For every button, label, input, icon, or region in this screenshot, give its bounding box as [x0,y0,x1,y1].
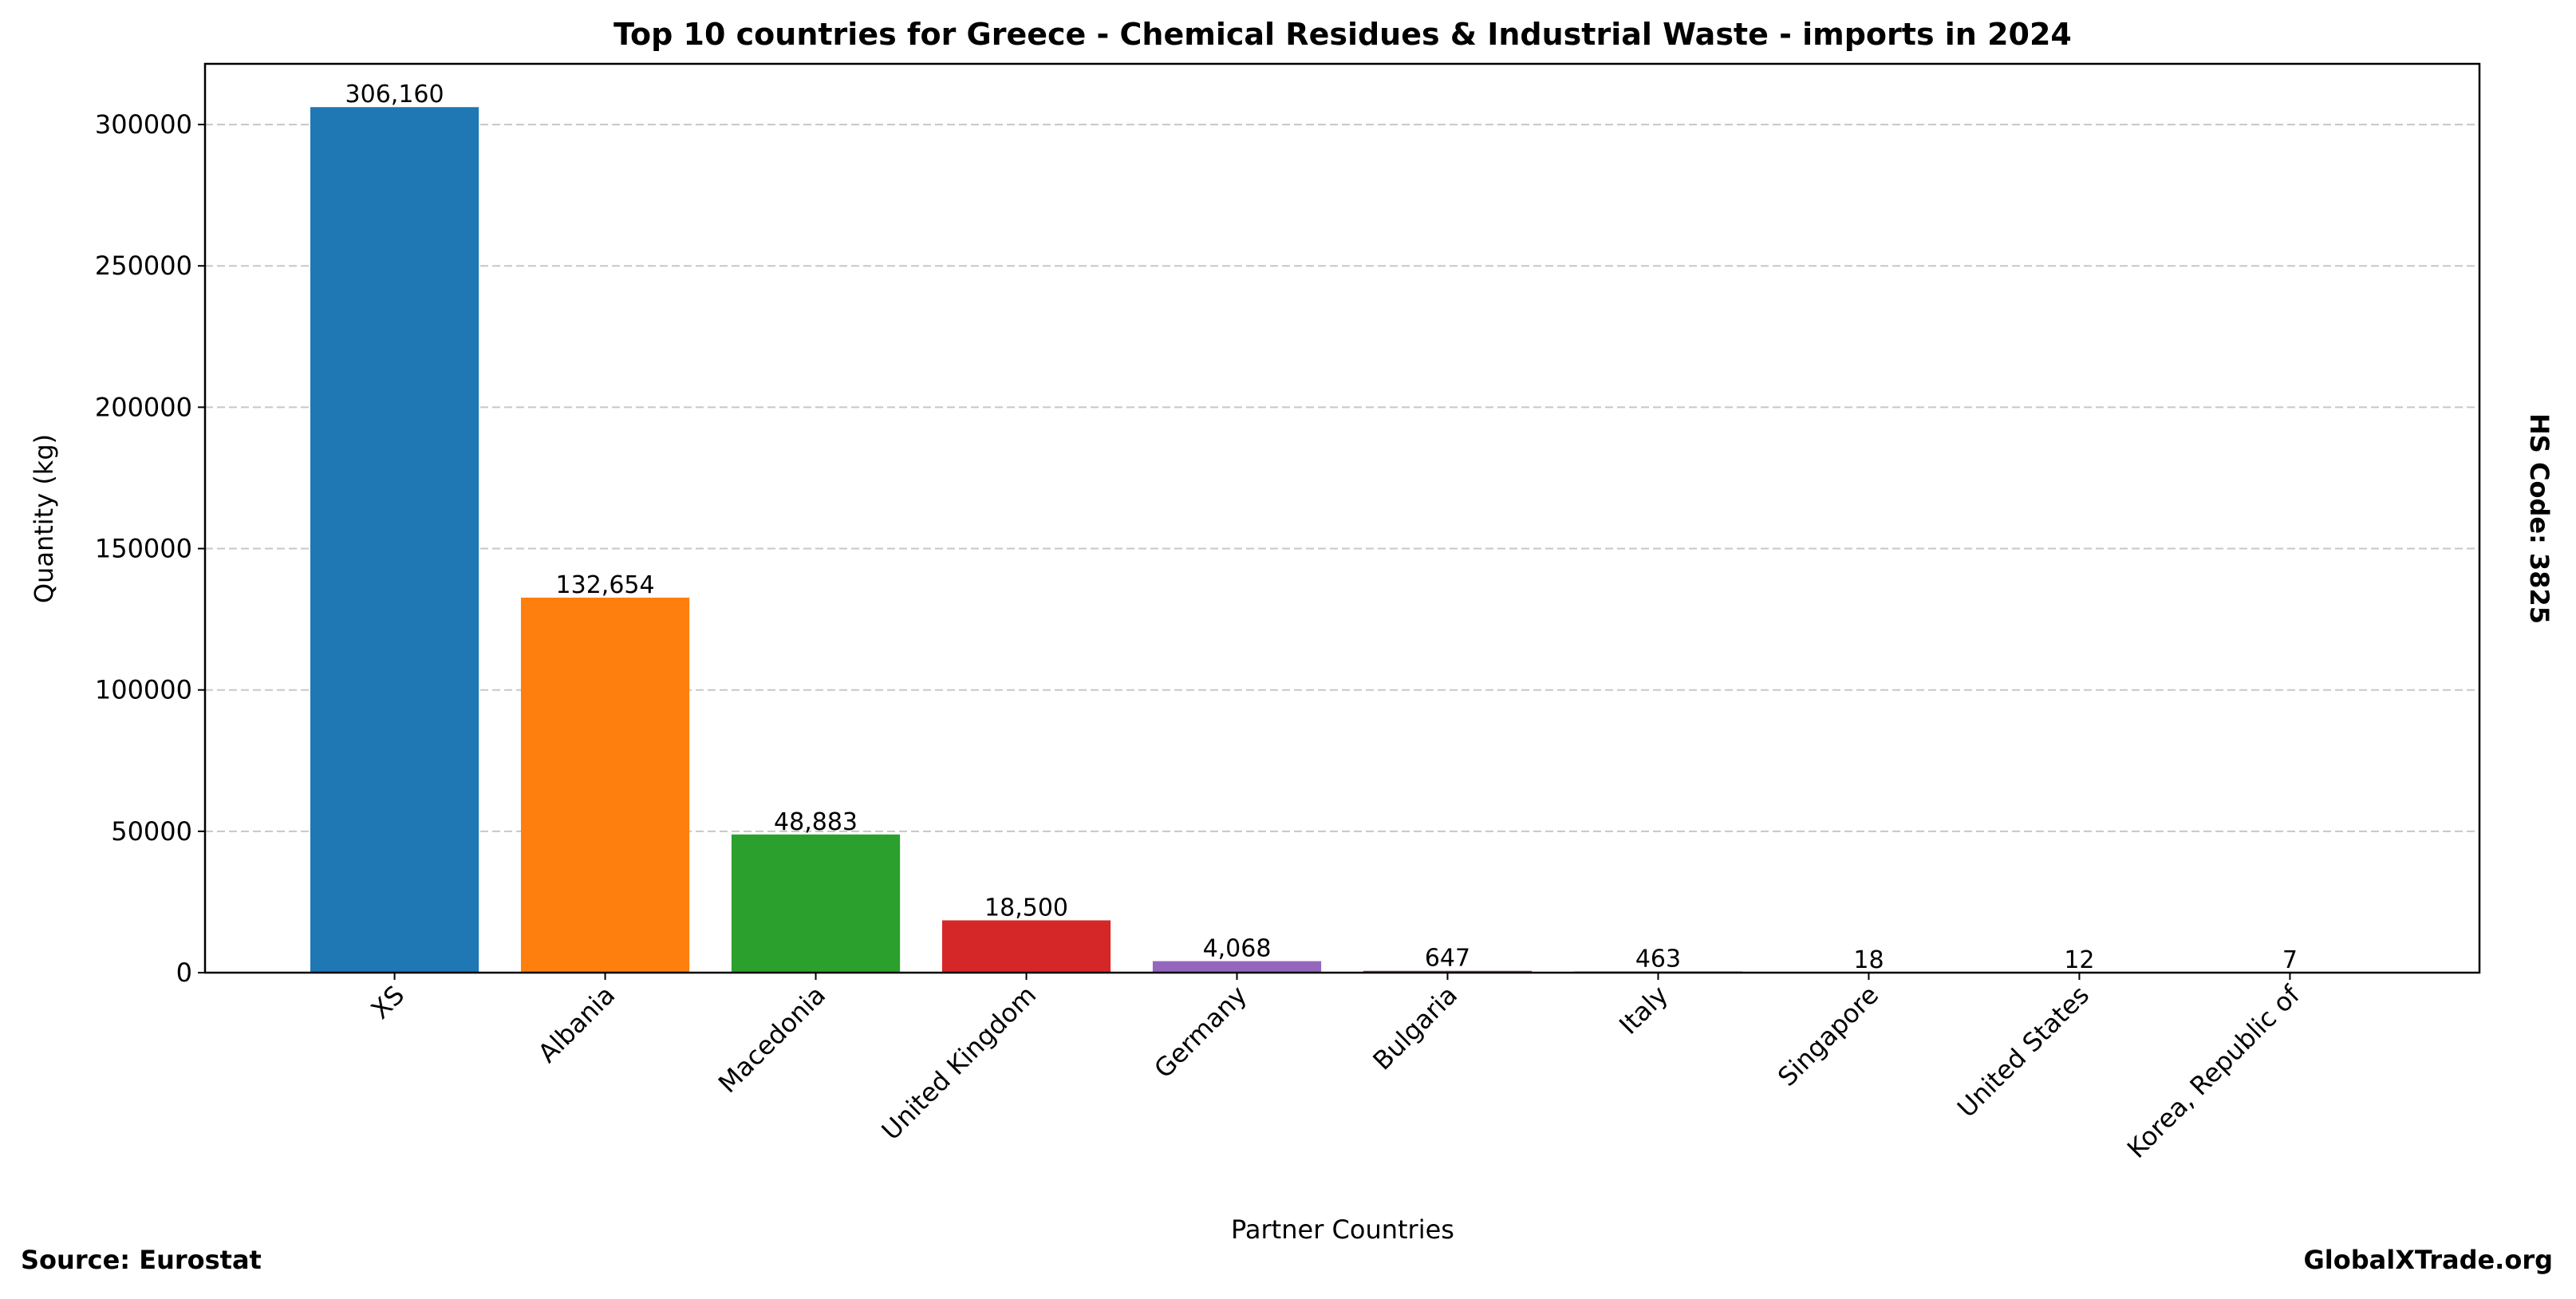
x-tick-label: Macedonia [712,980,831,1099]
site-label: GlobalXTrade.org [2304,1245,2553,1275]
x-tick-label: Korea, Republic of [2121,979,2306,1164]
data-label: 18,500 [984,894,1068,922]
data-labels: 306,160 132,654 48,883 18,500 4,068 647 463 18 1… [345,81,2298,974]
hs-code-label: HS Code: 3825 [2524,413,2554,624]
x-tick-label: XS [365,980,411,1025]
x-tick-label: Singapore [1772,980,1884,1092]
y-tick-label: 100000 [95,675,192,705]
bar-macedonia [731,834,901,973]
y-axis-ticks: 0 50000 100000 150000 200000 250000 300000 [95,109,205,988]
x-tick-label: Albania [532,980,621,1068]
grid [205,124,2479,973]
source-label: Source: Eurostat [21,1245,262,1275]
data-label: 647 [1425,945,1470,973]
data-label: 48,883 [774,808,858,836]
data-label: 18 [1853,946,1884,974]
bars [310,107,2375,973]
y-tick-label: 200000 [95,392,192,422]
y-tick-label: 300000 [95,109,192,140]
bar-albania [520,597,690,973]
x-tick-label: United States [1951,980,2095,1123]
bar-united-kingdom [941,920,1111,973]
data-label: 132,654 [556,571,655,599]
x-axis-label: Partner Countries [1231,1214,1454,1245]
plot-frame [203,62,2481,974]
data-label: 7 [2282,946,2298,974]
data-label: 12 [2064,946,2094,974]
data-label: 306,160 [345,81,444,109]
chart-title: Top 10 countries for Greece - Chemical R… [613,17,2072,52]
y-tick-label: 150000 [95,534,192,564]
x-tick-label: Italy [1613,980,1674,1040]
x-tick-label: Bulgaria [1367,980,1463,1076]
bar-germany [1152,961,1322,973]
x-tick-label: United Kingdom [876,980,1042,1146]
bar-xs [310,107,479,973]
y-tick-label: 50000 [111,816,192,847]
x-tick-label: Germany [1148,980,1252,1084]
y-tick-label: 250000 [95,251,192,281]
x-axis-ticks: XS Albania Macedonia United Kingdom Germany B… [365,973,2306,1164]
y-tick-label: 0 [176,957,192,988]
data-label: 4,068 [1203,935,1272,963]
data-label: 463 [1635,945,1681,973]
y-axis-label: Quantity (kg) [29,434,59,603]
